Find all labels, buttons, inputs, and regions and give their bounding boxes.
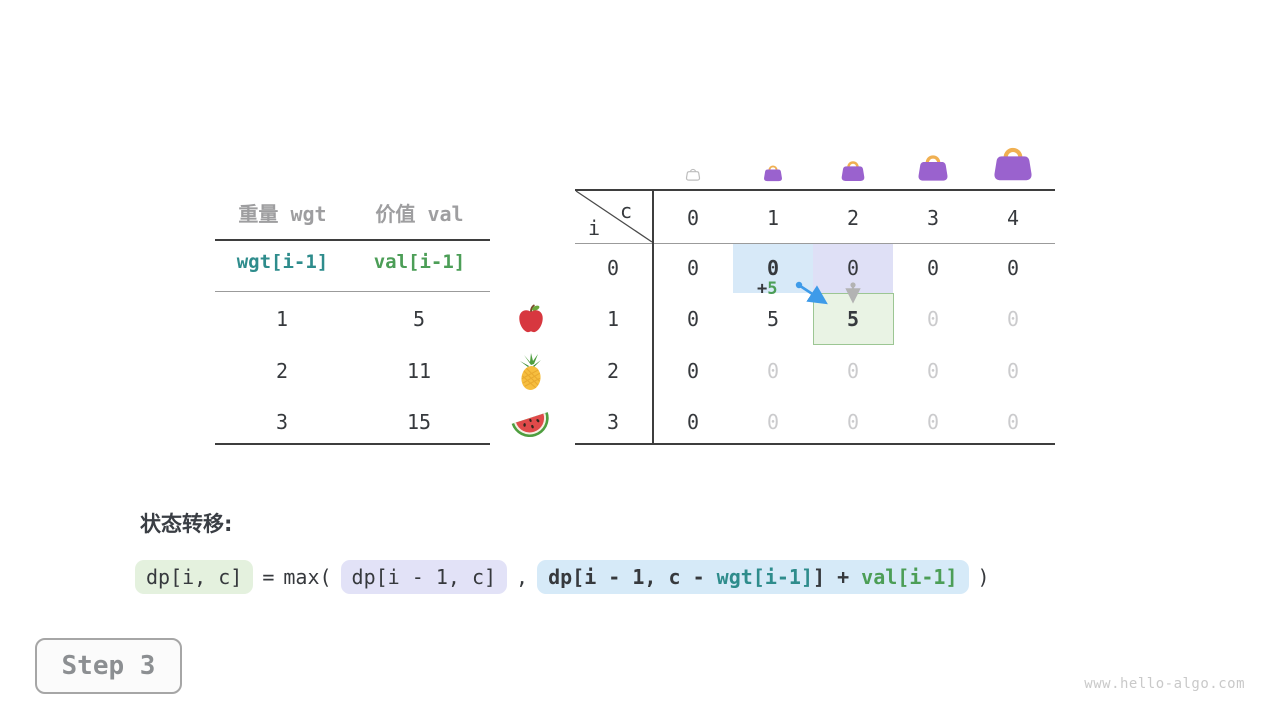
dp-cell: 0 bbox=[1006, 256, 1020, 280]
items-table-rule-mid bbox=[215, 291, 490, 292]
dp-row-header: 0 bbox=[606, 256, 620, 280]
formula-equals: = bbox=[262, 565, 275, 589]
dp-col-header: 4 bbox=[1006, 206, 1020, 230]
items-table-rule-top bbox=[215, 239, 490, 241]
item-value: 5 bbox=[412, 307, 426, 331]
dp-cell: 0 bbox=[686, 256, 700, 280]
item-weight: 1 bbox=[275, 307, 289, 331]
dp-cell-source-blue: 0 bbox=[766, 256, 780, 280]
dp-cell: 0 bbox=[846, 359, 860, 383]
bag-capacity-1-icon bbox=[762, 162, 784, 182]
dp-cell: 0 bbox=[1006, 410, 1020, 434]
formula-lhs-box: dp[i, c] bbox=[135, 560, 254, 594]
items-table-header-weight: 重量 wgt bbox=[238, 202, 327, 226]
dp-cell: 0 bbox=[766, 410, 780, 434]
bag-capacity-2-icon bbox=[839, 157, 867, 182]
dp-cell: 0 bbox=[846, 410, 860, 434]
formula-close-paren: ) bbox=[977, 565, 990, 589]
dp-col-header: 1 bbox=[766, 206, 780, 230]
dp-cell: 0 bbox=[686, 307, 700, 331]
items-table-header-value: 价值 val bbox=[375, 202, 464, 226]
dp-table-rule-header bbox=[575, 243, 1055, 244]
formula-arg2-plus: ] + bbox=[813, 565, 862, 589]
dp-row-header: 2 bbox=[606, 359, 620, 383]
dp-col-header: 3 bbox=[926, 206, 940, 230]
dp-cell: 0 bbox=[926, 307, 940, 331]
dp-corner-col-var: c bbox=[620, 199, 633, 223]
dp-col-header: 0 bbox=[686, 206, 700, 230]
dp-cell: 5 bbox=[766, 307, 780, 331]
watermelon-icon bbox=[508, 405, 552, 439]
plus-sign: + bbox=[757, 279, 768, 299]
dp-cell: 0 bbox=[926, 359, 940, 383]
items-table-wgt-expression: wgt[i-1] bbox=[236, 251, 329, 273]
formula-max-open: max( bbox=[283, 565, 332, 589]
pineapple-icon bbox=[514, 352, 548, 392]
formula-arg1-box: dp[i - 1, c] bbox=[340, 560, 508, 594]
dp-row-header: 1 bbox=[606, 307, 620, 331]
dp-table-rule-top bbox=[575, 189, 1055, 191]
dp-table-rule-bottom bbox=[575, 443, 1055, 445]
dp-col-header: 2 bbox=[846, 206, 860, 230]
dp-cell: 0 bbox=[686, 359, 700, 383]
transition-section-label: 状态转移: bbox=[140, 512, 233, 536]
dp-row-header: 3 bbox=[606, 410, 620, 434]
dp-cell: 0 bbox=[766, 359, 780, 383]
formula-arg2-dp: dp[i - 1, c - bbox=[548, 565, 717, 589]
watermark-url: www.hello-algo.com bbox=[1084, 676, 1245, 692]
formula-arg2-wgt: wgt[i-1] bbox=[716, 565, 813, 589]
dp-cell: 0 bbox=[926, 410, 940, 434]
added-value: 5 bbox=[767, 279, 778, 299]
item-weight: 3 bbox=[275, 410, 289, 434]
formula-comma: , bbox=[516, 565, 529, 589]
formula-arg2-box: dp[i - 1, c - wgt[i-1]] + val[i-1] bbox=[537, 560, 969, 594]
bag-capacity-3-icon bbox=[915, 150, 951, 182]
dp-cell: 0 bbox=[1006, 359, 1020, 383]
dp-table-rule-vertical bbox=[652, 189, 654, 445]
step-indicator-button[interactable]: Step 3 bbox=[35, 638, 182, 694]
item-value: 11 bbox=[406, 359, 432, 383]
bag-capacity-4-icon bbox=[990, 141, 1036, 182]
dp-cell-target-green: 5 bbox=[846, 307, 860, 331]
items-table-val-expression: val[i-1] bbox=[373, 251, 466, 273]
transition-add-label: +5 bbox=[757, 279, 778, 299]
item-value: 15 bbox=[406, 410, 432, 434]
bag-capacity-0-icon bbox=[685, 166, 701, 181]
dp-cell-source-lavender: 0 bbox=[846, 256, 860, 280]
items-table-rule-bottom bbox=[215, 443, 490, 445]
dp-cell: 0 bbox=[1006, 307, 1020, 331]
item-weight: 2 bbox=[275, 359, 289, 383]
apple-icon bbox=[516, 303, 546, 335]
dp-corner-row-var: i bbox=[588, 216, 601, 240]
transition-formula: dp[i, c] = max( dp[i - 1, c] , dp[i - 1,… bbox=[135, 560, 999, 594]
dp-cell: 0 bbox=[686, 410, 700, 434]
dp-cell: 0 bbox=[926, 256, 940, 280]
formula-arg2-val: val[i-1] bbox=[861, 565, 958, 589]
